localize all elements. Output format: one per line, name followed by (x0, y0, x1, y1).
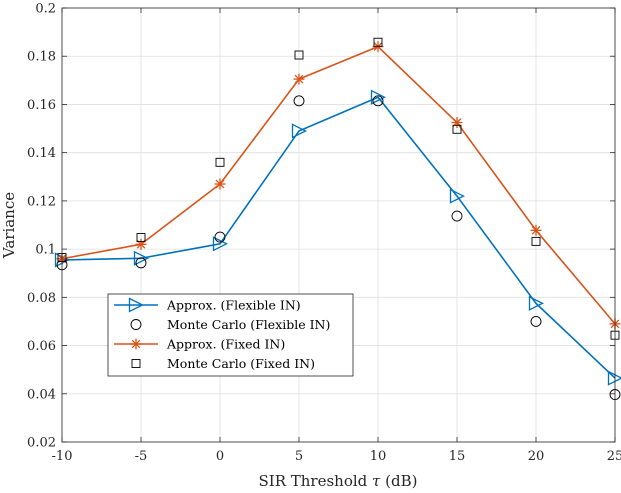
data-point (449, 188, 465, 204)
legend: Approx. (Flexible IN) Monte Carlo (Flexib… (107, 293, 354, 377)
plot-frame (61, 7, 616, 443)
legend-entry: Monte Carlo (Fixed IN) (131, 356, 315, 371)
data-point (133, 250, 149, 266)
y-tick-label: 0.14 (27, 146, 56, 161)
data-point (135, 257, 147, 269)
x-axis-label: SIR Threshold τ (dB) (259, 472, 418, 490)
legend-entry: Approx. (Flexible IN) (114, 297, 301, 313)
legend-entry: Approx. (Fixed IN) (114, 337, 285, 352)
data-point (136, 233, 146, 242)
series-layer (54, 37, 621, 400)
legend-label: Approx. (Flexible IN) (166, 298, 301, 313)
series-line (61, 96, 616, 379)
legend-entry: Monte Carlo (Flexible IN) (130, 317, 330, 332)
data-point (291, 123, 307, 139)
legend-marker (130, 338, 142, 350)
x-tick-label: 15 (449, 449, 466, 464)
y-tick-label: 0.16 (27, 98, 56, 113)
y-tick-label: 0.12 (27, 194, 56, 209)
legend-label: Approx. (Fixed IN) (166, 337, 285, 352)
x-tick-label: -10 (52, 449, 73, 464)
data-point (528, 295, 544, 311)
data-point (531, 236, 541, 246)
data-point (215, 157, 225, 167)
legend-marker (128, 297, 144, 313)
x-axis-label-symbol: τ (372, 472, 381, 490)
data-point (530, 315, 542, 327)
x-tick-label: 25 (607, 449, 621, 464)
data-point (372, 95, 384, 107)
data-point (294, 50, 304, 60)
star-stroke (215, 179, 225, 189)
tick-layer: -10 -5 0 5 10 15 20 25 0.02 0.04 0.06 0.08 0.1 0.12 0.… (27, 2, 621, 465)
star-stroke (531, 225, 541, 235)
data-point (214, 231, 226, 243)
legend-label: Monte Carlo (Flexible IN) (167, 317, 330, 332)
data-point (293, 73, 305, 85)
y-axis-label: Variance (0, 192, 18, 259)
series-line (61, 45, 616, 325)
x-axis-label-text: SIR Threshold (259, 472, 368, 490)
star-stroke (131, 339, 141, 349)
legend-marker (130, 319, 142, 330)
data-point (452, 124, 462, 134)
x-tick-label: 0 (216, 449, 224, 464)
y-tick-label: 0.06 (27, 339, 56, 354)
x-tick-label: 5 (295, 449, 303, 464)
star-stroke (294, 74, 304, 84)
y-tick-label: 0.02 (27, 436, 56, 451)
legend-box (107, 293, 354, 377)
x-tick-label: 10 (370, 449, 387, 464)
y-tick-label: 0.04 (27, 387, 56, 402)
data-point (293, 95, 305, 107)
data-point (370, 89, 386, 105)
x-axis-label-unit: (dB) (385, 472, 417, 490)
y-tick-label: 0.2 (35, 2, 56, 17)
data-point (451, 210, 463, 222)
series-1 (56, 95, 621, 400)
x-tick-label: -5 (135, 449, 148, 464)
y-tick-label: 0.18 (27, 50, 56, 65)
x-tick-label: 20 (528, 449, 545, 464)
data-point (214, 178, 226, 190)
data-point (212, 236, 228, 252)
legend-marker (131, 359, 141, 368)
y-tick-label: 0.08 (27, 291, 56, 306)
series-3 (57, 37, 620, 340)
y-tick-label: 0.1 (35, 243, 56, 258)
data-point (373, 37, 383, 47)
legend-label: Monte Carlo (Fixed IN) (167, 356, 315, 371)
data-point (530, 224, 542, 236)
